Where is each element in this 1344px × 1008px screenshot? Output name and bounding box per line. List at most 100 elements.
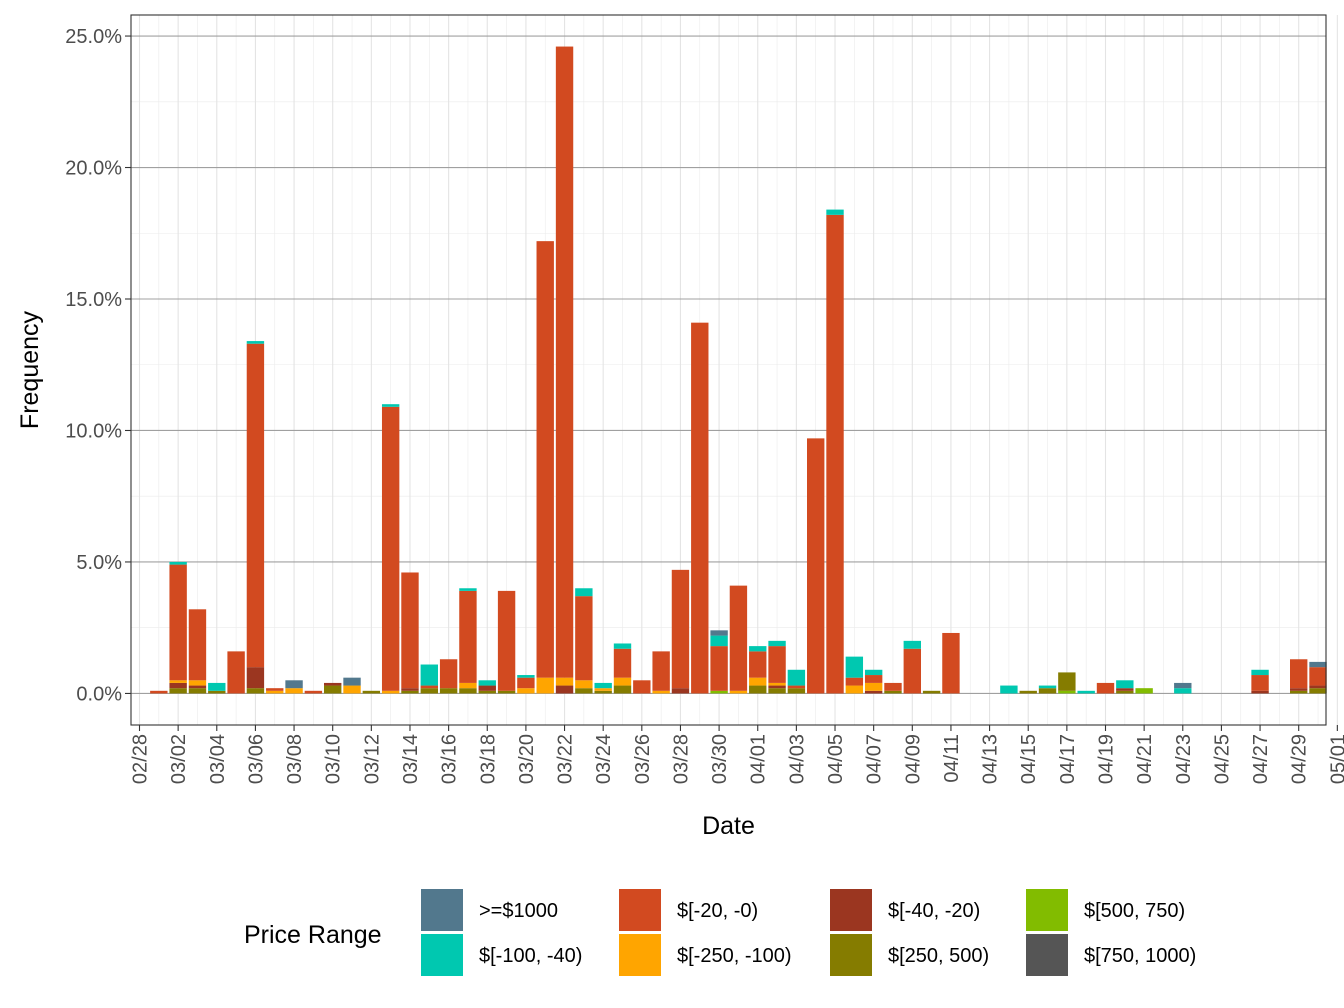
bar-segment bbox=[1038, 685, 1057, 689]
bar-segment bbox=[285, 680, 303, 689]
bar-segment bbox=[478, 690, 496, 694]
legend-label: $[500, 750) bbox=[1084, 900, 1185, 922]
x-tick-label: 04/19 bbox=[1096, 734, 1118, 784]
bar-segment bbox=[517, 675, 535, 678]
bar-segment bbox=[555, 685, 574, 694]
bar-segment bbox=[613, 685, 632, 694]
bar-segment bbox=[459, 588, 477, 591]
bar-segment bbox=[633, 680, 651, 694]
x-tick-label: 03/20 bbox=[516, 734, 538, 784]
bar-segment bbox=[517, 677, 535, 689]
bar-segment bbox=[652, 651, 670, 691]
bar-segment bbox=[246, 688, 265, 694]
bar-segment bbox=[304, 690, 323, 694]
x-tick-label: 04/29 bbox=[1289, 734, 1311, 784]
bar-segment bbox=[1251, 675, 1269, 691]
bar-segment bbox=[188, 680, 207, 686]
bar-segment bbox=[246, 341, 265, 344]
x-tick-label: 04/27 bbox=[1250, 734, 1272, 784]
bar-segment bbox=[768, 640, 786, 647]
bar-segment bbox=[1116, 680, 1134, 689]
panel-border bbox=[130, 14, 1327, 726]
bar-segment bbox=[401, 688, 419, 691]
bars bbox=[150, 46, 1327, 694]
bar-segment bbox=[1058, 690, 1076, 694]
bar-segment bbox=[1038, 688, 1057, 694]
legend-label: $[250, 500) bbox=[888, 945, 989, 967]
bar-segment bbox=[1290, 688, 1308, 691]
bar-segment bbox=[169, 688, 187, 694]
bar-segment bbox=[150, 690, 168, 694]
bar-segment bbox=[188, 685, 207, 689]
bar-segment bbox=[864, 669, 883, 676]
y-tick-label: 15.0% bbox=[65, 289, 122, 311]
bar-segment bbox=[497, 590, 516, 691]
bar-segment bbox=[285, 688, 303, 694]
bar-segment bbox=[845, 656, 864, 678]
bar-segment bbox=[807, 438, 825, 694]
x-tick-label: 03/30 bbox=[709, 734, 731, 784]
bar-segment bbox=[845, 685, 864, 694]
bar-segment bbox=[575, 588, 593, 597]
bar-segment bbox=[1251, 669, 1269, 676]
bar-segment bbox=[729, 585, 748, 691]
legend-key bbox=[1026, 889, 1068, 931]
bar-segment bbox=[922, 690, 941, 694]
bar-segment bbox=[478, 685, 496, 691]
bar-segment bbox=[1019, 690, 1037, 694]
bar-segment bbox=[169, 680, 187, 683]
bar-segment bbox=[536, 677, 554, 694]
bar-segment bbox=[1290, 690, 1308, 694]
bar-segment bbox=[575, 596, 593, 681]
bar-segment bbox=[749, 646, 767, 652]
bar-segment bbox=[1251, 690, 1269, 694]
bar-segment bbox=[710, 646, 728, 691]
y-axis: 0.0% 5.0% 10.0% 15.0% 20.0% 25.0% bbox=[65, 26, 131, 705]
bar-segment bbox=[1135, 688, 1153, 694]
legend-key bbox=[830, 889, 872, 931]
bar-segment bbox=[1096, 682, 1115, 694]
y-tick-label: 0.0% bbox=[76, 683, 122, 705]
x-tick-label: 04/15 bbox=[1018, 734, 1040, 784]
x-tick-label: 03/14 bbox=[400, 734, 422, 784]
bar-segment bbox=[381, 406, 400, 691]
x-tick-label: 04/09 bbox=[902, 734, 924, 784]
bar-segment bbox=[594, 682, 612, 689]
bar-segment bbox=[517, 688, 535, 694]
x-axis-title: Date bbox=[702, 812, 755, 840]
bar-segment bbox=[884, 690, 902, 694]
legend-label: $[-20, -0) bbox=[677, 900, 758, 922]
legend-label: $[-100, -40) bbox=[479, 945, 582, 967]
bar-segment bbox=[536, 241, 554, 678]
bar-segment bbox=[768, 682, 786, 686]
bar-segment bbox=[343, 677, 361, 686]
x-tick-label: 03/04 bbox=[207, 734, 229, 784]
legend-title: Price Range bbox=[244, 921, 382, 949]
x-tick-label: 04/07 bbox=[864, 734, 886, 784]
bar-segment bbox=[420, 664, 438, 686]
x-tick-label: 04/05 bbox=[825, 734, 847, 784]
bar-segment bbox=[497, 690, 516, 694]
bar-segment bbox=[188, 688, 207, 694]
x-tick-label: 03/28 bbox=[670, 734, 692, 784]
legend-key bbox=[421, 889, 463, 931]
bar-segment bbox=[343, 685, 361, 694]
bar-segment bbox=[555, 677, 574, 686]
legend-key bbox=[1026, 934, 1068, 976]
bar-segment bbox=[613, 643, 632, 649]
bar-segment bbox=[787, 685, 806, 689]
bar-segment bbox=[227, 651, 245, 694]
bar-segment bbox=[613, 677, 632, 686]
x-tick-label: 04/23 bbox=[1173, 734, 1195, 784]
bar-segment bbox=[208, 690, 226, 694]
legend: Price Range >=$1000 $[-100, -40) $[-20, -0… bbox=[244, 889, 1196, 976]
bar-segment bbox=[691, 322, 709, 694]
y-tick-label: 10.0% bbox=[65, 420, 122, 442]
bar-segment bbox=[1174, 682, 1192, 689]
x-tick-label: 03/02 bbox=[168, 734, 190, 784]
bar-segment bbox=[864, 690, 883, 694]
bar-segment bbox=[324, 682, 342, 686]
x-tick-label: 03/18 bbox=[477, 734, 499, 784]
legend-label: $[-40, -20) bbox=[888, 900, 980, 922]
